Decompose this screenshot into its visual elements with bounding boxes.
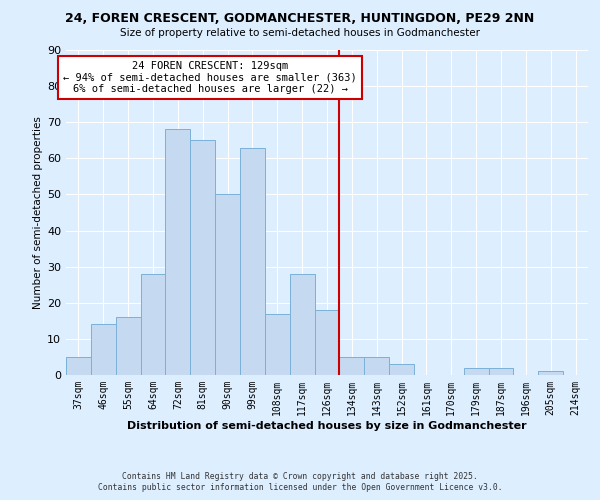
Bar [538, 372, 563, 375]
Bar [91, 324, 116, 375]
Bar [66, 357, 91, 375]
Y-axis label: Number of semi-detached properties: Number of semi-detached properties [33, 116, 43, 309]
Bar [364, 357, 389, 375]
Bar [265, 314, 290, 375]
Bar [488, 368, 514, 375]
Text: 24 FOREN CRESCENT: 129sqm
← 94% of semi-detached houses are smaller (363)
6% of : 24 FOREN CRESCENT: 129sqm ← 94% of semi-… [63, 61, 357, 94]
Bar [464, 368, 488, 375]
Bar [166, 130, 190, 375]
X-axis label: Distribution of semi-detached houses by size in Godmanchester: Distribution of semi-detached houses by … [127, 420, 527, 430]
Bar [389, 364, 414, 375]
Bar [116, 317, 140, 375]
Bar [190, 140, 215, 375]
Bar [290, 274, 314, 375]
Bar [215, 194, 240, 375]
Text: 24, FOREN CRESCENT, GODMANCHESTER, HUNTINGDON, PE29 2NN: 24, FOREN CRESCENT, GODMANCHESTER, HUNTI… [65, 12, 535, 26]
Text: Size of property relative to semi-detached houses in Godmanchester: Size of property relative to semi-detach… [120, 28, 480, 38]
Bar [240, 148, 265, 375]
Bar [140, 274, 166, 375]
Bar [340, 357, 364, 375]
Text: Contains HM Land Registry data © Crown copyright and database right 2025.
Contai: Contains HM Land Registry data © Crown c… [98, 472, 502, 492]
Bar [314, 310, 340, 375]
